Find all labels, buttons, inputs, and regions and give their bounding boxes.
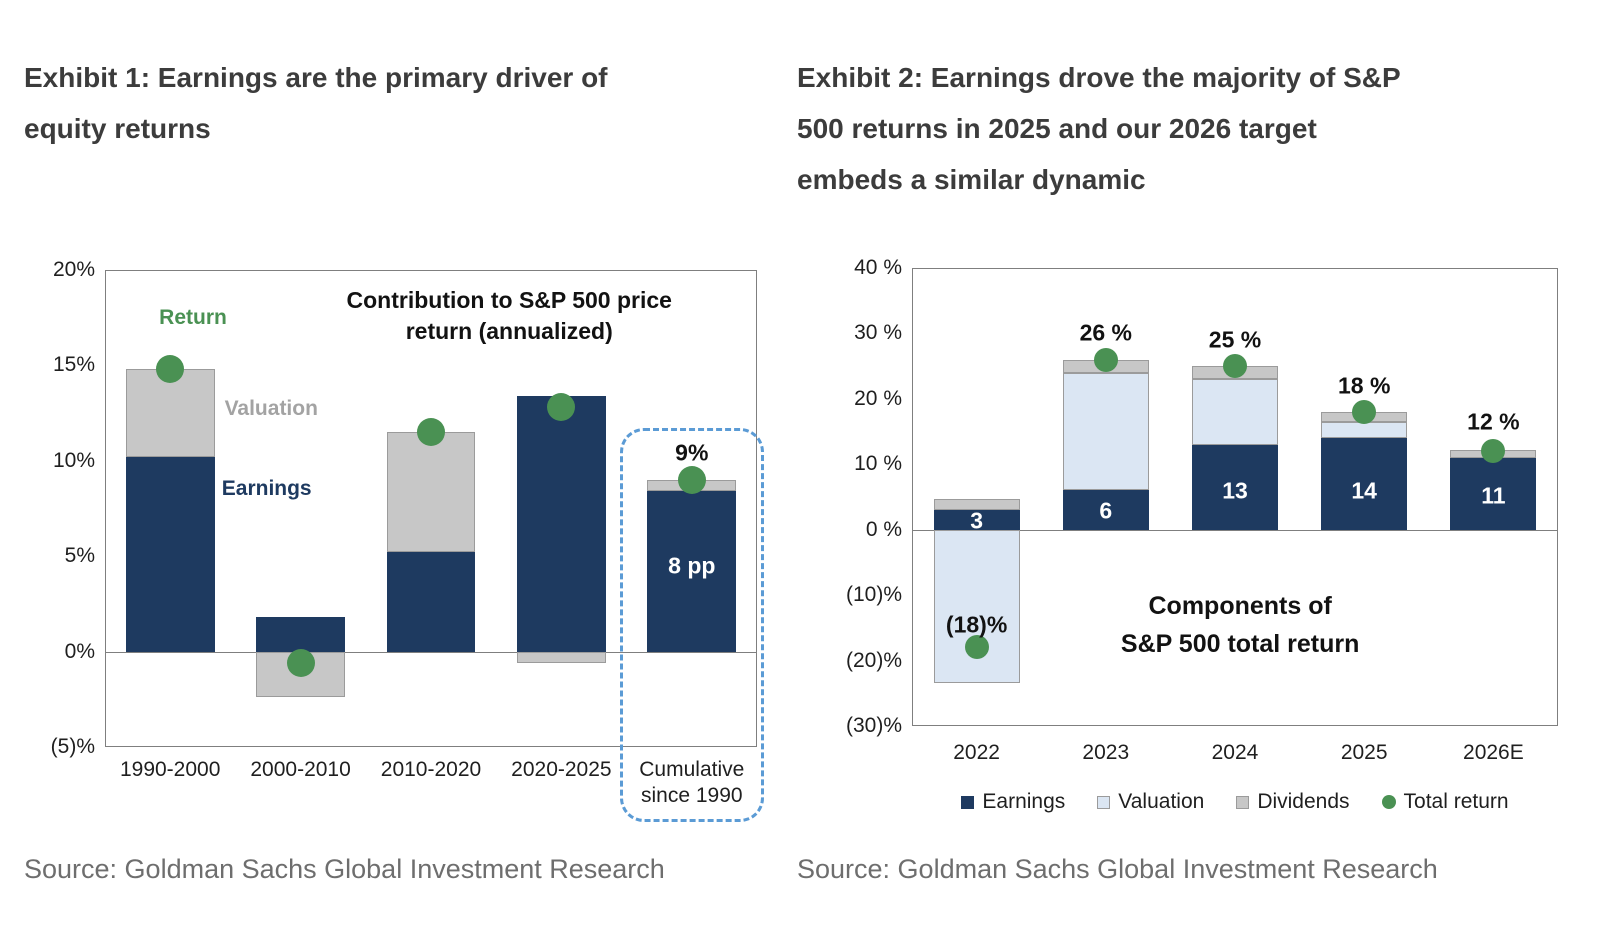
- legend-label: Total return: [1403, 790, 1509, 813]
- total-return-dot: [286, 649, 315, 678]
- y-axis-tick: 0%: [64, 639, 95, 663]
- legend-label: Dividends: [1257, 790, 1350, 813]
- exhibit2-title-line3: embeds a similar dynamic: [797, 164, 1146, 195]
- x-axis-label: Cumulative since 1990: [639, 758, 745, 807]
- bar-segment-dividends: [933, 498, 1020, 511]
- legend-item-valuation: Valuation: [1097, 790, 1204, 814]
- bar-segment-earnings: [933, 510, 1020, 530]
- x-axis-label: 2010-2020: [380, 758, 482, 781]
- chart-annotation: Earnings: [221, 477, 312, 501]
- x-axis-label: 2020-2025: [511, 758, 612, 781]
- bar-segment-valuation: [1321, 421, 1408, 439]
- bar-segment-valuation: [125, 369, 215, 457]
- chart-inner-title: Contribution to S&P 500 price return (an…: [346, 286, 672, 344]
- bar-segment-valuation: [1062, 372, 1149, 491]
- exhibit1-title-line2: equity returns: [24, 113, 211, 144]
- legend-item-earnings: Earnings: [961, 790, 1065, 814]
- chart-annotation: 26 %: [1079, 319, 1133, 346]
- total-return-dot: [1223, 354, 1247, 379]
- total-return-dot: [1352, 399, 1377, 424]
- x-axis-label: 2022: [953, 741, 1000, 764]
- y-axis-tick: 30 %: [854, 321, 902, 345]
- bar-segment-valuation: [933, 529, 1020, 684]
- chart-annotation: 18 %: [1337, 372, 1391, 399]
- y-axis-tick: 20 %: [854, 386, 902, 410]
- y-axis-tick: 5%: [64, 544, 95, 568]
- exhibit2-title-line2: 500 returns in 2025 and our 2026 target: [797, 113, 1317, 144]
- source-exhibit2: Source: Goldman Sachs Global Investment …: [797, 854, 1438, 884]
- exhibit1-title: Exhibit 1: Earnings are the primary driv…: [24, 52, 784, 154]
- chart-annotation: 14: [1351, 477, 1377, 504]
- chart-annotation: 13: [1222, 477, 1248, 504]
- legend-swatch-total-return-icon: [1381, 795, 1396, 809]
- bar-segment-earnings: [647, 491, 737, 652]
- chart-annotation: 8 pp: [668, 552, 716, 579]
- total-return-dot: [677, 465, 706, 494]
- chart-annotation: 12 %: [1467, 408, 1520, 435]
- chart-inner-title: Components of S&P 500 total return: [1120, 591, 1360, 658]
- legend-swatch-valuation-icon: [1097, 795, 1111, 809]
- bar-segment-earnings: [125, 456, 215, 652]
- bar-segment-earnings: [1450, 457, 1537, 530]
- zero-axis-line: [912, 529, 1558, 531]
- exhibit2-title: Exhibit 2: Earnings drove the majority o…: [797, 52, 1577, 205]
- y-axis-tick: (30)%: [845, 714, 902, 737]
- legend-swatch-dividends-icon: [1236, 795, 1250, 809]
- legend-label: Valuation: [1118, 790, 1205, 813]
- chart-exhibit1-contribution-to-sp500-price-return: 20% 15% 10% 5% 0% (5)% 1990-2000 2000-2010 2010-…: [24, 250, 784, 855]
- y-axis-tick: 0 %: [865, 517, 902, 541]
- total-return-dot: [156, 355, 185, 384]
- y-axis-tick: 40 %: [854, 256, 902, 279]
- y-axis-tick: 10%: [52, 448, 95, 472]
- x-axis-label: 1990-2000: [119, 758, 221, 781]
- x-axis-label: 2023: [1082, 741, 1130, 764]
- chart-legend: Earnings Valuation Dividends Total return: [912, 790, 1558, 814]
- x-axis-label: 2024: [1211, 741, 1259, 764]
- y-axis-tick: (20)%: [845, 648, 902, 672]
- chart-annotation: Valuation: [224, 397, 318, 421]
- chart-annotation: 25 %: [1208, 326, 1262, 353]
- zero-axis-line: [105, 651, 757, 653]
- y-axis-tick: 10 %: [854, 452, 902, 476]
- bar-segment-earnings: [386, 552, 476, 652]
- x-axis-label: 2026E: [1463, 741, 1524, 764]
- bar-segment-earnings: [1062, 490, 1149, 530]
- legend-item-total-return: Total return: [1381, 790, 1509, 814]
- total-return-dot: [964, 635, 989, 660]
- y-axis-tick: 15%: [52, 353, 95, 377]
- y-axis-tick: 20%: [52, 258, 95, 281]
- chart-annotation: 3: [970, 507, 983, 534]
- bar-segment-valuation: [386, 432, 476, 553]
- exhibit2-title-line1: Exhibit 2: Earnings drove the majority o…: [797, 62, 1401, 93]
- legend-swatch-earnings-icon: [961, 795, 975, 809]
- bar-segment-earnings: [256, 617, 345, 652]
- chart-annotation: 11: [1481, 482, 1506, 509]
- chart-annotation: (18)%: [945, 611, 1008, 638]
- y-axis-tick: (5)%: [50, 735, 95, 758]
- bar-segment-earnings: [1192, 444, 1278, 530]
- bar-segment-valuation: [1192, 379, 1278, 445]
- total-return-dot: [417, 418, 445, 447]
- x-axis-label: 2025: [1340, 741, 1388, 764]
- x-axis-label: 2000-2010: [250, 758, 351, 781]
- exhibit1-title-line1: Exhibit 1: Earnings are the primary driv…: [24, 62, 608, 93]
- chart-annotation: 9%: [675, 439, 709, 466]
- source-exhibit1: Source: Goldman Sachs Global Investment …: [24, 854, 665, 884]
- total-return-dot: [1093, 347, 1118, 372]
- cumulative-highlight-box: [619, 428, 764, 822]
- bar-segment-earnings: [1321, 438, 1408, 530]
- bar-segment-valuation: [517, 651, 606, 664]
- chart-annotation: Return: [159, 305, 227, 329]
- legend-item-dividends: Dividends: [1236, 790, 1350, 814]
- total-return-dot: [1481, 439, 1506, 464]
- bar-segment-earnings: [517, 395, 606, 652]
- total-return-dot: [547, 393, 576, 422]
- legend-label: Earnings: [982, 790, 1066, 813]
- y-axis-tick: (10)%: [845, 583, 902, 607]
- chart-exhibit2-components-of-sp500-total-return: 40 % 30 % 20 % 10 % 0 % (10)% (20)% (30)% 2022 20…: [797, 250, 1587, 855]
- chart-annotation: 6: [1099, 497, 1113, 524]
